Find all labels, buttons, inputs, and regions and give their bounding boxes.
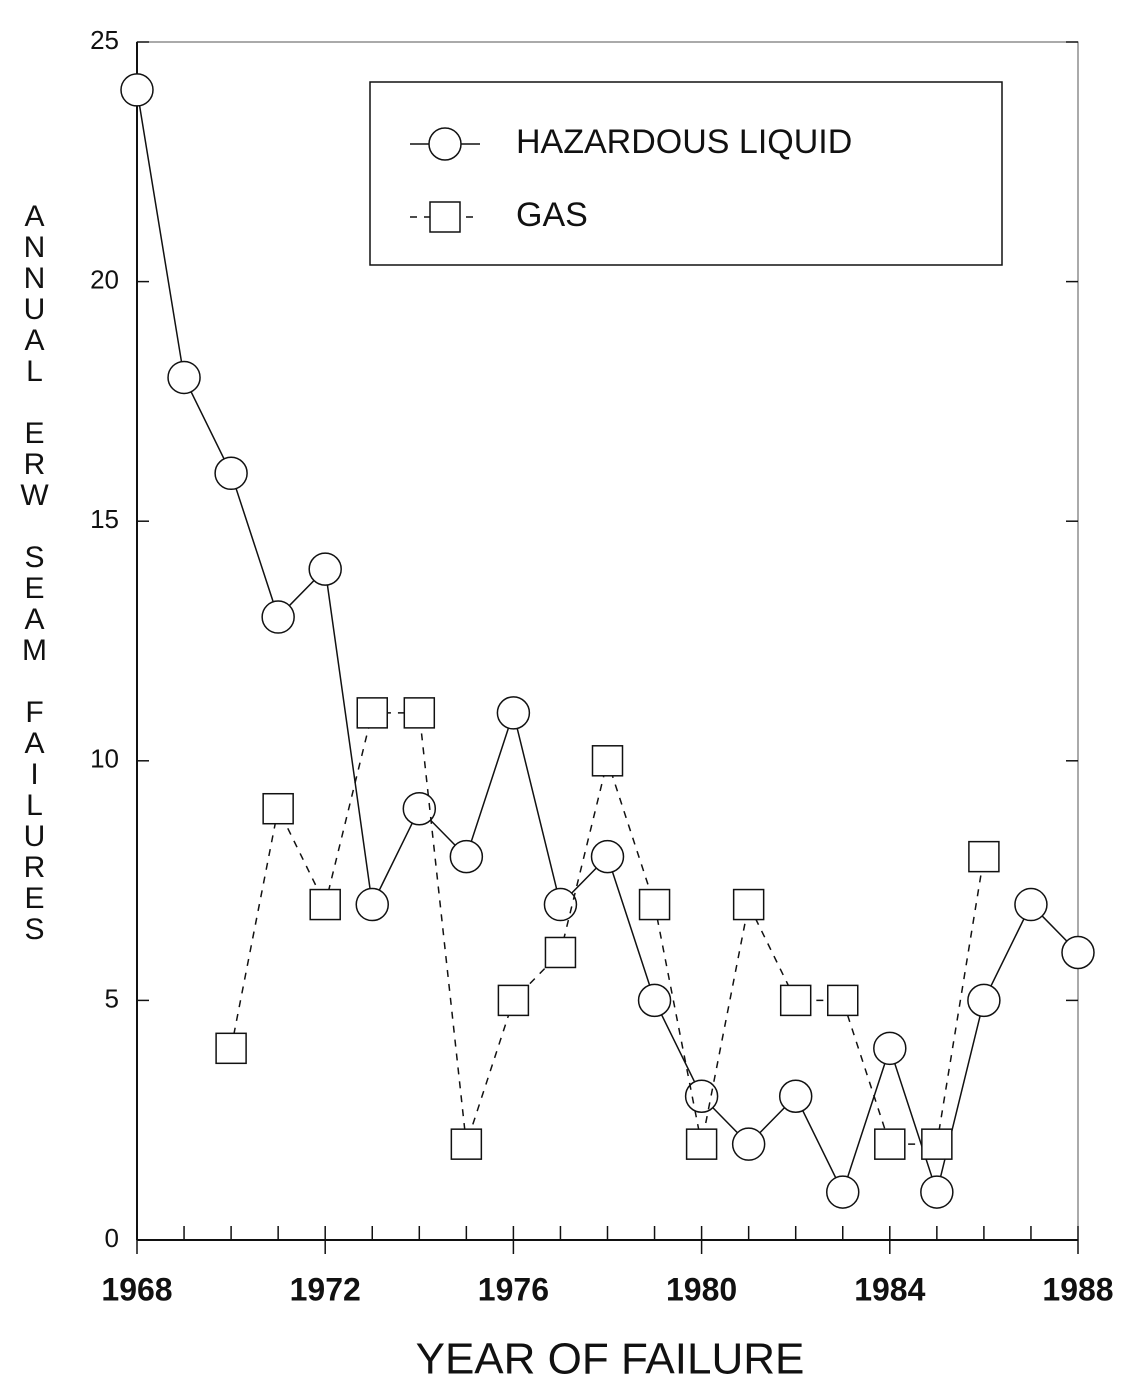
point-marker: [356, 697, 388, 729]
legend-label: HAZARDOUS LIQUID: [516, 123, 852, 161]
point-marker: [261, 600, 295, 634]
y-tick-label: 0: [105, 1223, 119, 1253]
point-marker: [496, 696, 531, 730]
legend-label: GAS: [516, 196, 588, 234]
x-tick-label: 1972: [290, 1271, 361, 1307]
point-marker: [637, 983, 672, 1018]
y-tick-label: 15: [90, 504, 119, 534]
x-tick-label: 1988: [1042, 1271, 1113, 1307]
point-marker: [826, 1175, 860, 1209]
point-marker: [638, 888, 671, 921]
point-marker: [1014, 887, 1048, 922]
point-marker: [449, 839, 484, 874]
x-tick-label: 1980: [666, 1271, 737, 1307]
series-line: [230, 712, 985, 1145]
y-axis-label: ANNUAL ERW SEAM FAILURES: [18, 200, 51, 944]
point-marker: [544, 936, 577, 969]
point-marker: [309, 888, 341, 921]
point-marker: [403, 697, 436, 729]
point-marker: [308, 552, 342, 586]
x-tick-label: 1984: [854, 1271, 925, 1307]
y-tick-label: 20: [90, 264, 119, 294]
point-marker: [1061, 935, 1095, 970]
point-marker: [450, 1128, 483, 1160]
y-tick-label: 25: [90, 25, 119, 55]
point-marker: [167, 360, 201, 395]
point-marker: [732, 888, 765, 921]
legend-box: [369, 81, 1003, 266]
point-marker: [120, 73, 154, 107]
legend-marker: [429, 201, 461, 233]
point-marker: [827, 984, 859, 1017]
point-marker: [731, 1127, 766, 1161]
point-marker: [874, 1128, 906, 1160]
x-tick-label: 1976: [478, 1271, 549, 1307]
y-tick-label: 5: [105, 983, 119, 1013]
point-marker: [497, 984, 530, 1017]
point-marker: [591, 745, 624, 777]
point-marker: [968, 840, 1000, 873]
point-marker: [779, 984, 812, 1017]
point-marker: [920, 1175, 954, 1209]
point-marker: [543, 887, 578, 922]
point-marker: [590, 839, 625, 874]
point-marker: [778, 1079, 813, 1113]
point-marker: [262, 792, 294, 825]
point-marker: [355, 887, 389, 922]
point-marker: [214, 456, 248, 491]
point-marker: [873, 1031, 907, 1066]
point-marker: [685, 1128, 718, 1160]
legend-marker: [428, 127, 462, 161]
point-marker: [967, 983, 1001, 1018]
x-axis-label: YEAR OF FAILURE: [416, 1335, 805, 1384]
x-tick-label: 1968: [101, 1271, 172, 1307]
y-tick-label: 10: [90, 744, 119, 774]
point-marker: [921, 1128, 953, 1160]
point-marker: [402, 791, 437, 826]
point-marker: [215, 1032, 247, 1065]
